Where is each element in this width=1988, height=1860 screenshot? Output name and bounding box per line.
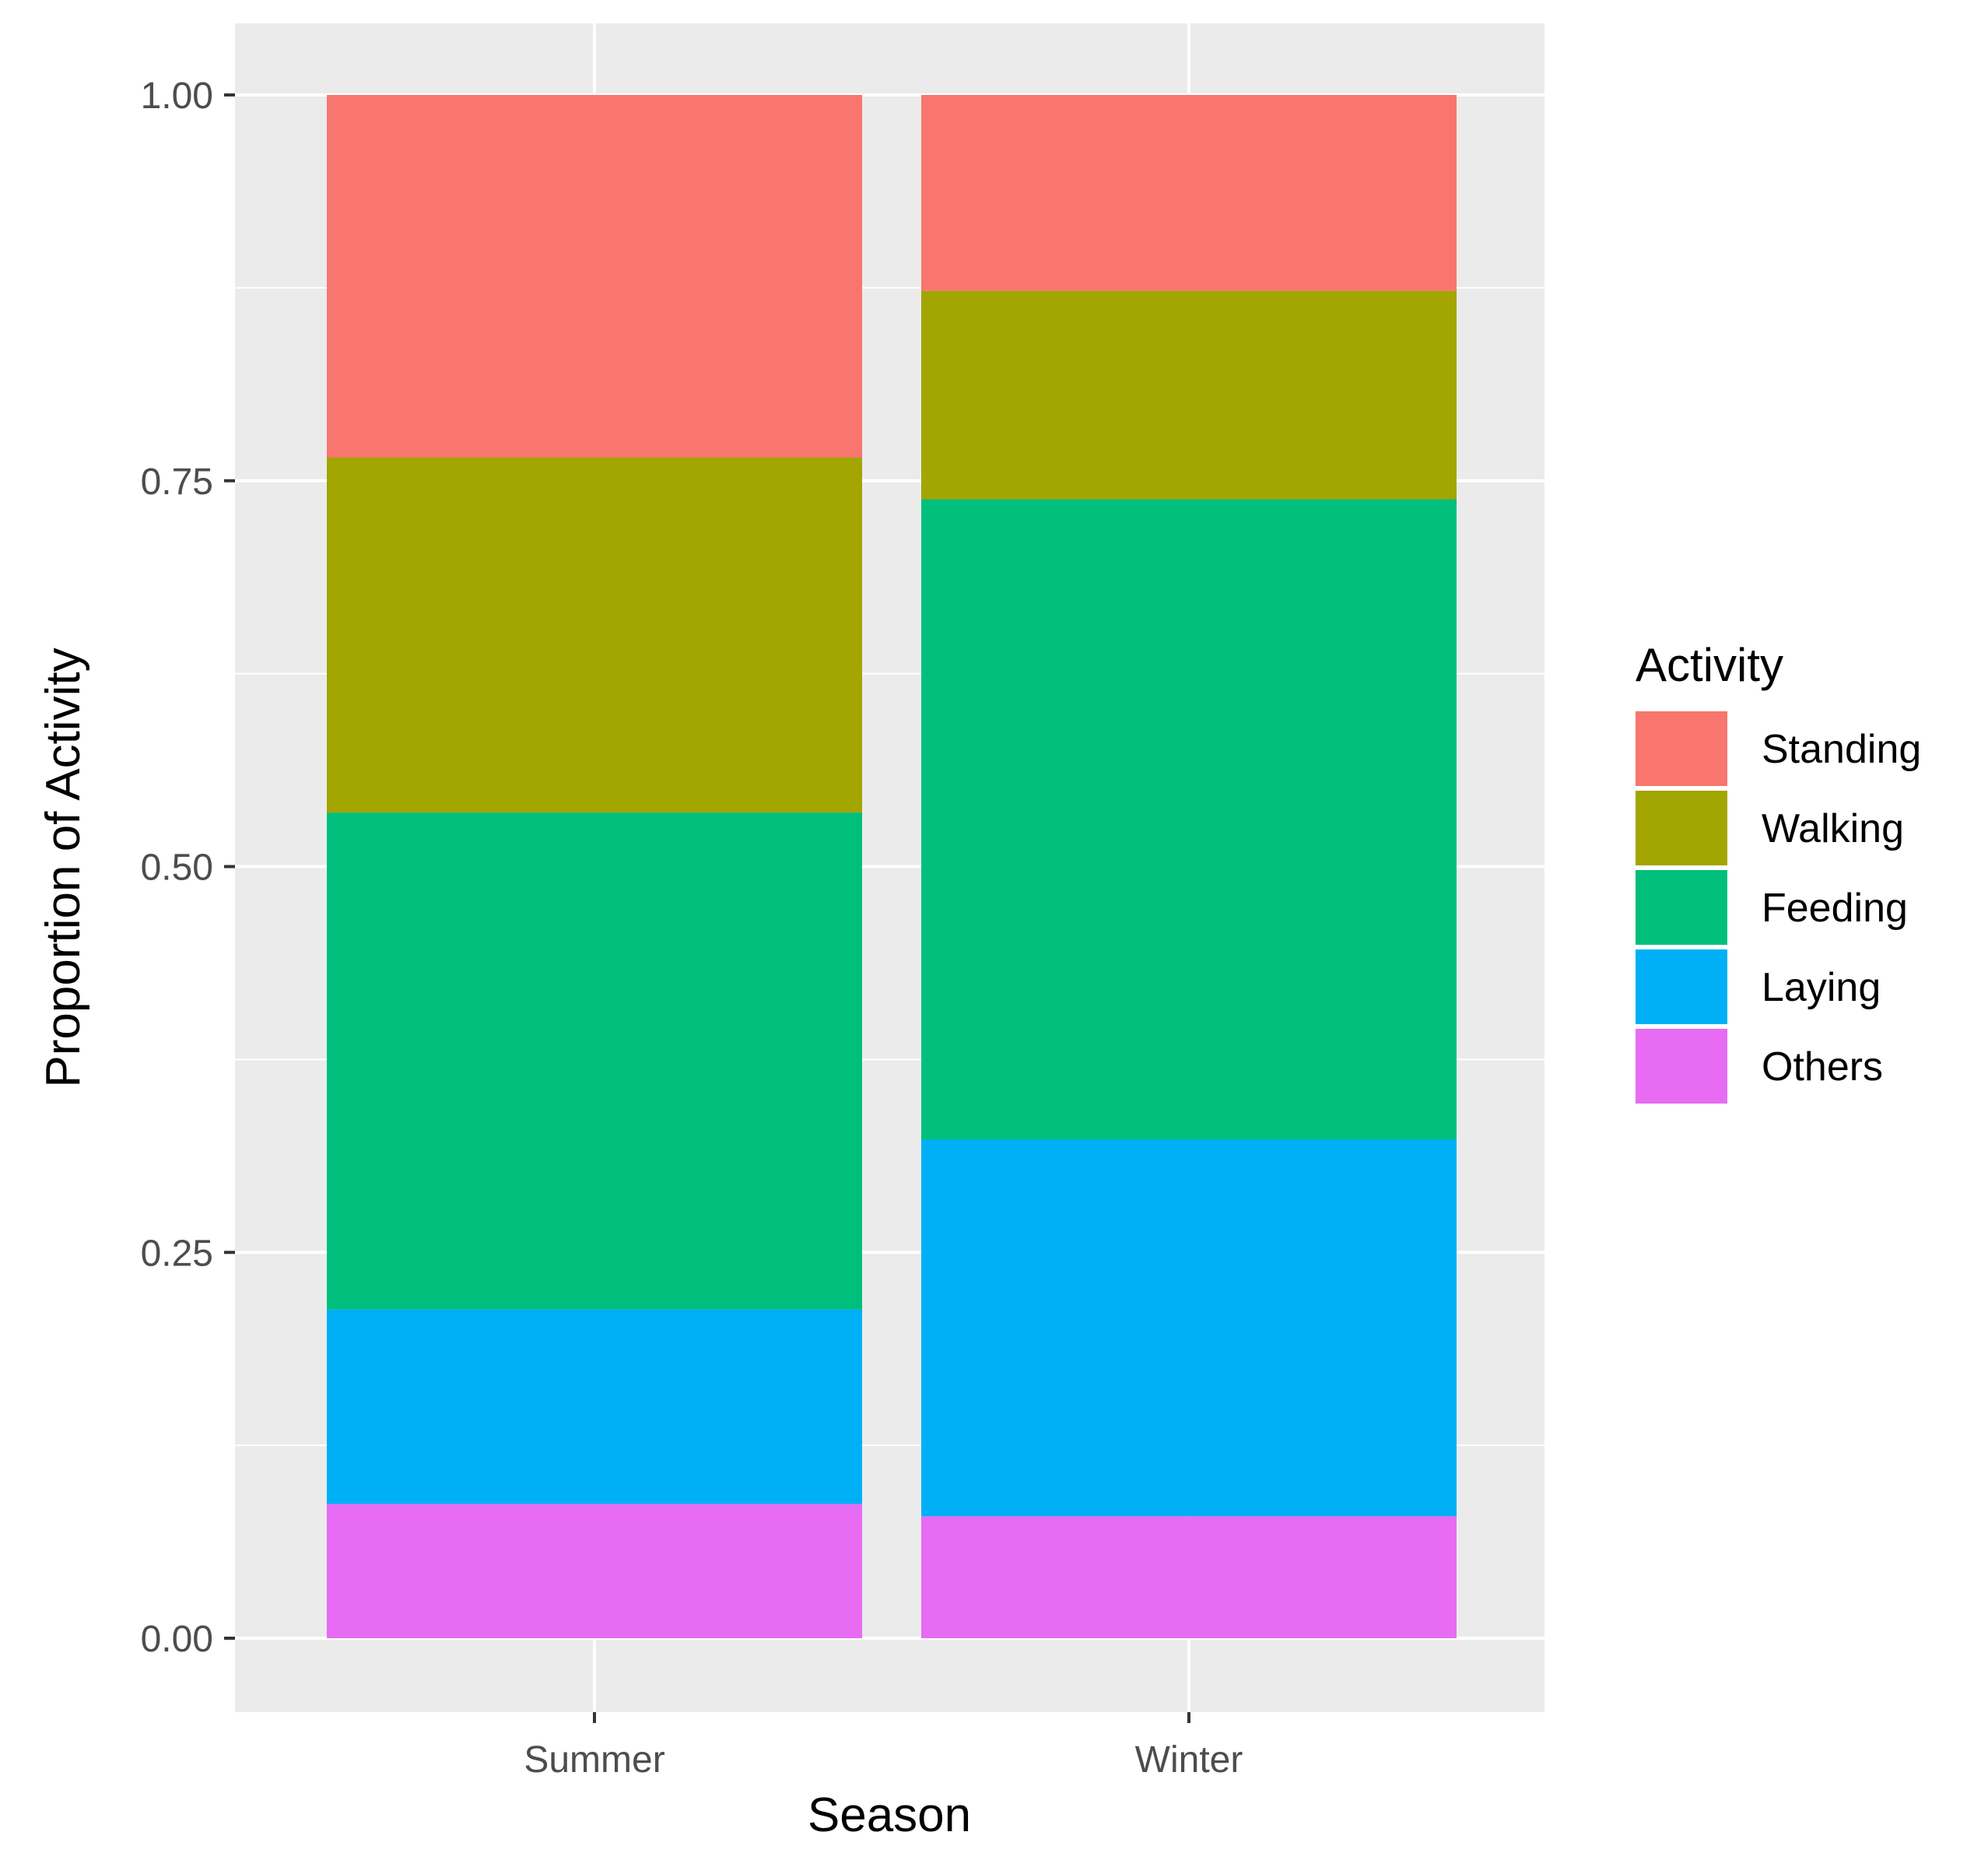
y-tick-label: 0.25 bbox=[141, 1233, 213, 1274]
legend-label-laying: Laying bbox=[1762, 965, 1881, 1010]
x-axis-title: Season bbox=[808, 1788, 971, 1842]
legend-label-others: Others bbox=[1762, 1044, 1883, 1090]
legend: Activity Standing Walking Feeding Laying Oth… bbox=[1636, 639, 1921, 1104]
legend-label-feeding: Feeding bbox=[1762, 886, 1908, 931]
bar-segment-winter-walking bbox=[921, 290, 1457, 500]
x-tick-label-winter: Winter bbox=[1135, 1739, 1243, 1781]
legend-key-others bbox=[1636, 1029, 1727, 1104]
y-axis-title: Proportion of Activity bbox=[37, 647, 90, 1087]
legend-label-standing: Standing bbox=[1762, 727, 1921, 772]
bar-segment-winter-laying bbox=[921, 1139, 1457, 1517]
bar-segment-summer-standing bbox=[327, 95, 862, 458]
y-tick-label: 1.00 bbox=[141, 75, 213, 117]
legend-key-standing bbox=[1636, 711, 1727, 786]
legend-key-walking bbox=[1636, 791, 1727, 865]
axes: 0.00 0.25 0.50 0.75 1.00 Summer Winter bbox=[141, 75, 1243, 1781]
bar-segment-winter-feeding bbox=[921, 499, 1457, 1140]
x-tick-label-summer: Summer bbox=[524, 1739, 664, 1781]
legend-title: Activity bbox=[1636, 639, 1783, 691]
y-tick-label: 0.50 bbox=[141, 848, 213, 889]
bar-segment-winter-others bbox=[921, 1516, 1457, 1638]
bar-segment-summer-laying bbox=[327, 1309, 862, 1504]
legend-key-laying bbox=[1636, 949, 1727, 1024]
bar-segment-summer-walking bbox=[327, 458, 862, 813]
bar-segment-summer-feeding bbox=[327, 812, 862, 1310]
bar-segment-winter-standing bbox=[921, 95, 1457, 291]
y-tick-label: 0.75 bbox=[141, 461, 213, 503]
y-tick-label: 0.00 bbox=[141, 1619, 213, 1660]
bars bbox=[327, 95, 1457, 1638]
legend-label-walking: Walking bbox=[1762, 806, 1904, 851]
bar-segment-summer-others bbox=[327, 1504, 862, 1638]
legend-key-feeding bbox=[1636, 870, 1727, 945]
